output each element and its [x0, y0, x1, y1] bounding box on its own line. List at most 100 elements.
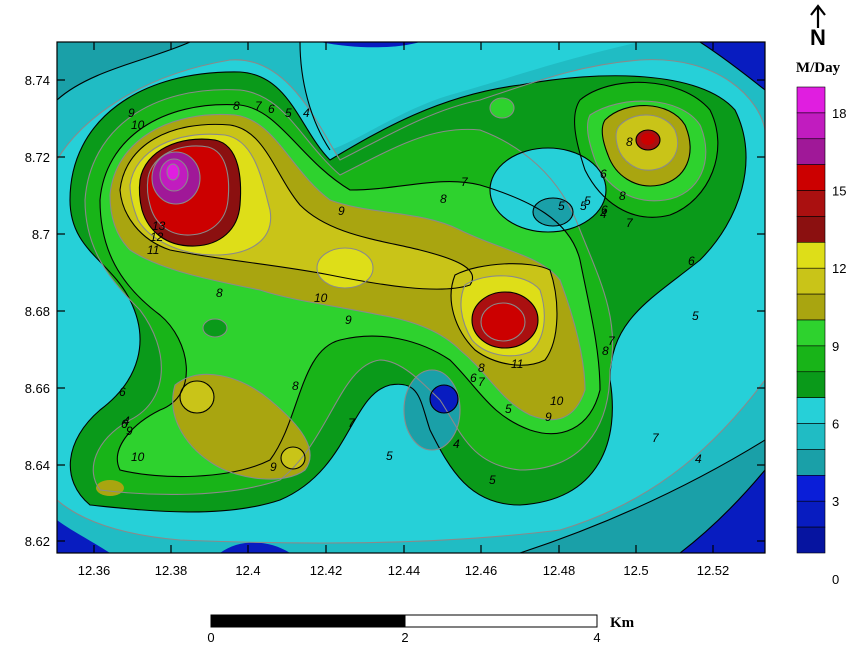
contour-label: 6 [601, 203, 608, 217]
colorbar-title: M/Day [796, 60, 841, 76]
contour-label: 13 [152, 219, 166, 233]
y-tick-label: 8.64 [25, 458, 50, 473]
contour-label: 7 [478, 375, 486, 389]
y-axis: 8.74 8.72 8.7 8.68 8.66 8.64 8.62 [25, 73, 765, 549]
contour-label: 4 [303, 106, 310, 120]
contour-fill-layer [57, 42, 765, 553]
contour-label: 5 [692, 309, 699, 323]
contour-label: 9 [338, 204, 345, 218]
scale-unit: Km [610, 615, 635, 631]
x-axis: 12.36 12.38 12.4 12.42 12.44 12.46 12.48 12.5 12… [78, 42, 730, 578]
colorbar-segment [796, 526, 826, 554]
contour-label: 8 [619, 189, 626, 203]
x-tick-label: 12.44 [388, 563, 421, 578]
y-tick-label: 8.68 [25, 304, 50, 319]
colorbar-segment [796, 138, 826, 165]
scale-bar: 0 2 4 Km [207, 614, 635, 645]
contour-label: 9 [545, 410, 552, 424]
colorbar-segment [796, 267, 826, 295]
colorbar-segment [796, 500, 826, 528]
colorbar-label: 3 [832, 494, 839, 509]
contour-label: 4 [453, 437, 460, 451]
contour-label: 5 [386, 449, 393, 463]
colorbar-segment [796, 86, 826, 114]
contour-label: 8 [478, 361, 485, 375]
colorbar-segment [796, 319, 826, 347]
contour-label: 12 [150, 230, 164, 244]
contour-label: 9 [345, 313, 352, 327]
contour-label: 10 [314, 291, 328, 305]
x-tick-label: 12.46 [465, 563, 498, 578]
contour-label: 9 [270, 460, 277, 474]
colorbar-segment [796, 242, 826, 269]
contour-label: 10 [550, 394, 564, 408]
contour-label: 4 [600, 207, 607, 221]
x-tick-label: 12.52 [697, 563, 730, 578]
contour-label: 8 [233, 99, 240, 113]
contour-label: 7 [461, 175, 469, 189]
contour-label: 7 [626, 216, 634, 230]
contour-label: 6 [119, 385, 126, 399]
x-tick-label: 12.48 [543, 563, 576, 578]
scale-label-2: 2 [401, 630, 408, 645]
contour-label: 6 [470, 371, 477, 385]
colorbar-segment [796, 345, 826, 373]
colorbar-label: 18 [832, 106, 846, 121]
y-tick-label: 8.62 [25, 534, 50, 549]
contour-label: 11 [511, 357, 523, 371]
scale-label-0: 0 [207, 630, 214, 645]
contour-label: 8 [216, 286, 223, 300]
contour-label: 5 [584, 194, 591, 208]
contour-label: 8 [440, 192, 447, 206]
contour-label: 6 [268, 102, 275, 116]
contour-label: 10 [131, 450, 145, 464]
colorbar-segment [796, 371, 826, 398]
contour-label: 7 [608, 334, 616, 348]
contour-label: 8 [292, 379, 299, 393]
contour-label: 4 [123, 414, 130, 428]
colorbar-segment [796, 164, 826, 191]
x-tick-label: 12.42 [310, 563, 343, 578]
north-arrow-icon: N [810, 4, 826, 50]
colorbar-labels: 18 15 12 9 6 3 0 [832, 106, 846, 587]
x-tick-label: 12.5 [623, 563, 648, 578]
x-tick-label: 12.36 [78, 563, 111, 578]
contour-label: 5 [505, 402, 512, 416]
north-label: N [810, 25, 826, 50]
colorbar-segment [796, 423, 826, 450]
scale-segment-black [210, 614, 406, 628]
colorbar-segment [796, 190, 826, 217]
contour-label: 7 [652, 431, 660, 445]
colorbar-segment [796, 397, 826, 424]
contour-label: 8 [626, 135, 633, 149]
contour-label: 5 [285, 106, 292, 120]
colorbar-segment [796, 112, 826, 140]
contour-label: 6 [688, 254, 695, 268]
contour-label: 7 [255, 99, 263, 113]
contour-label: 6 [600, 167, 607, 181]
scale-segment-white [404, 614, 598, 628]
colorbar-label: 15 [832, 184, 846, 199]
contour-label: 5 [558, 199, 565, 213]
contour-label: 6 [121, 417, 128, 431]
contour-label: 5 [580, 199, 587, 213]
contour-label: 10 [131, 118, 145, 132]
colorbar-segment [796, 449, 826, 476]
contour-label: 11 [147, 243, 159, 257]
contour-label: 9 [126, 424, 133, 438]
colorbar-segment [796, 216, 826, 243]
colorbar [796, 86, 826, 554]
contour-label: 9 [128, 106, 135, 120]
y-tick-label: 8.72 [25, 150, 50, 165]
scale-label-4: 4 [593, 630, 600, 645]
y-tick-label: 8.74 [25, 73, 50, 88]
colorbar-segment [796, 475, 826, 502]
colorbar-label: 6 [832, 417, 839, 432]
contour-lines [57, 42, 765, 553]
y-tick-label: 8.66 [25, 381, 50, 396]
contour-label: 5 [489, 473, 496, 487]
colorbar-label: 12 [832, 261, 846, 276]
colorbar-label: 9 [832, 339, 839, 354]
